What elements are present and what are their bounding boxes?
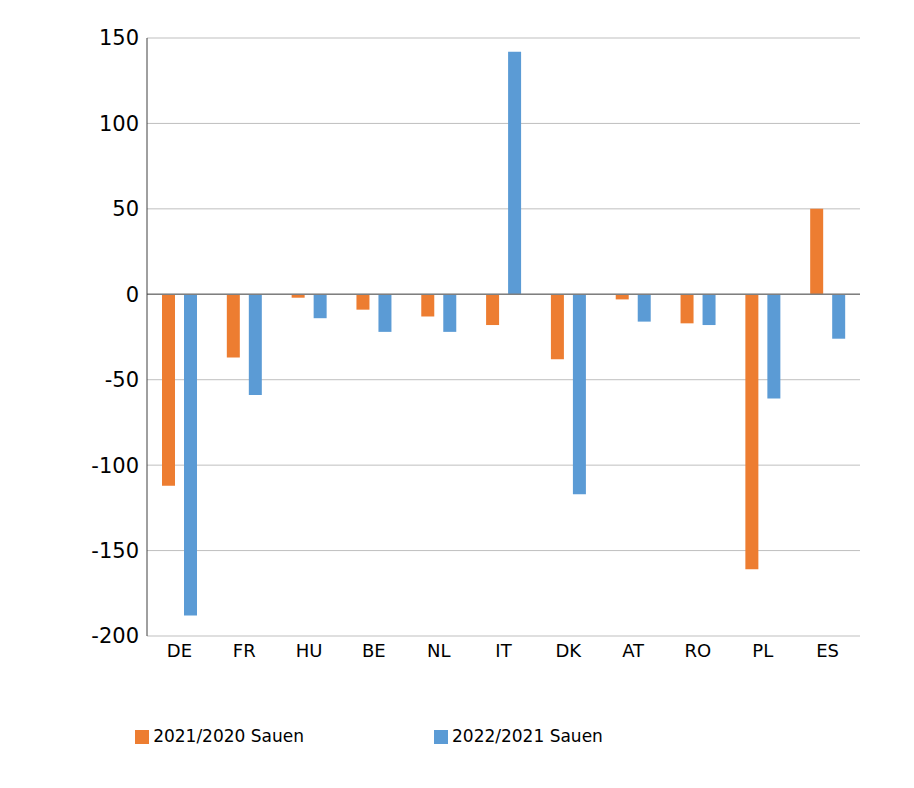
svg-text:BE: BE bbox=[362, 640, 386, 661]
svg-text:ES: ES bbox=[816, 640, 839, 661]
svg-text:-50: -50 bbox=[105, 368, 139, 392]
svg-text:DK: DK bbox=[555, 640, 582, 661]
html-text:2022/2021 Sauen: 2022/2021 Sauen bbox=[452, 726, 603, 746]
svg-text:NL: NL bbox=[427, 640, 451, 661]
svg-text:-100: -100 bbox=[91, 454, 139, 478]
svg-text:-200: -200 bbox=[91, 624, 139, 648]
svg-text:100: 100 bbox=[99, 112, 139, 136]
svg-text:0: 0 bbox=[126, 283, 139, 307]
svg-text:-150: -150 bbox=[91, 539, 139, 563]
svg-text:IT: IT bbox=[495, 640, 512, 661]
html-text:2021/2020 Sauen: 2021/2020 Sauen bbox=[153, 726, 304, 746]
svg-text:DE: DE bbox=[167, 640, 192, 661]
svg-text:FR: FR bbox=[233, 640, 256, 661]
svg-text:HU: HU bbox=[296, 640, 323, 661]
svg-text:50: 50 bbox=[112, 197, 139, 221]
svg-text:RO: RO bbox=[685, 640, 712, 661]
svg-text:150: 150 bbox=[99, 26, 139, 50]
svg-text:PL: PL bbox=[752, 640, 773, 661]
svg-text:AT: AT bbox=[622, 640, 645, 661]
